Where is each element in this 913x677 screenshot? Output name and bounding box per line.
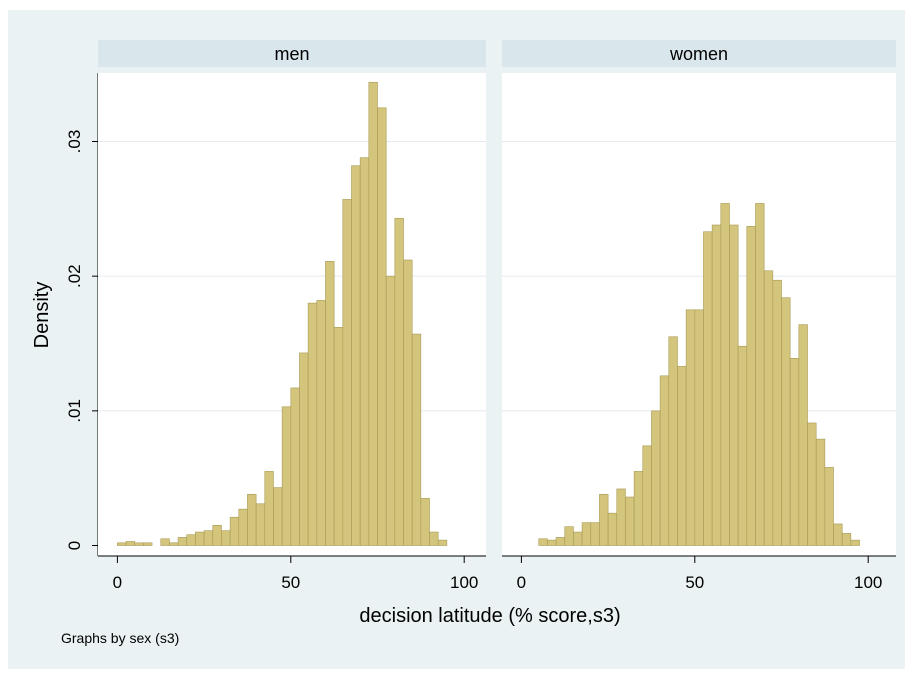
histogram-bar bbox=[125, 541, 136, 546]
histogram-bar bbox=[429, 531, 439, 546]
histogram-bar bbox=[385, 275, 396, 546]
histogram-bar bbox=[273, 487, 283, 546]
histogram-bar bbox=[729, 224, 739, 546]
x-tick-label: 50 bbox=[685, 573, 704, 592]
histogram-bar bbox=[394, 217, 404, 546]
histogram-bar bbox=[420, 498, 430, 546]
histogram-bar bbox=[547, 539, 557, 546]
histogram-bar bbox=[824, 467, 834, 546]
histogram-bar bbox=[694, 309, 704, 546]
histogram-bar bbox=[195, 531, 205, 546]
histogram-bar bbox=[599, 494, 609, 546]
histogram-bar bbox=[134, 542, 144, 546]
histogram-bar bbox=[815, 438, 826, 546]
histogram-bar bbox=[143, 542, 153, 546]
histogram-bar bbox=[850, 539, 860, 546]
histogram-bar bbox=[841, 533, 852, 546]
histogram-bar bbox=[755, 203, 765, 546]
x-axis-title: decision latitude (% score,s3) bbox=[359, 605, 620, 627]
histogram-bar bbox=[538, 538, 548, 546]
histogram-bar bbox=[281, 406, 292, 546]
histogram-bar bbox=[555, 537, 566, 546]
x-tick-label: 100 bbox=[854, 573, 882, 592]
y-tick-label: 0 bbox=[65, 541, 84, 550]
panel-title: women bbox=[669, 44, 728, 64]
chart-svg: 0 .01 .02 .03 Density men 0 50 100 women 0 50 100 dec… bbox=[31, 40, 896, 646]
histogram-bar bbox=[403, 259, 413, 546]
histogram-bar bbox=[247, 494, 257, 546]
histogram-bar bbox=[703, 231, 713, 546]
histogram-bar bbox=[833, 523, 843, 546]
histogram-bar bbox=[616, 488, 626, 546]
histogram-bar bbox=[342, 199, 352, 546]
histogram-bar bbox=[238, 508, 248, 546]
x-tick-label: 50 bbox=[281, 573, 300, 592]
histogram-bar bbox=[437, 539, 448, 546]
histogram-bar bbox=[590, 522, 600, 546]
histogram-bar bbox=[203, 530, 214, 546]
x-tick-label: 0 bbox=[517, 573, 526, 592]
histogram-bar bbox=[720, 203, 730, 546]
histogram-bar bbox=[659, 375, 670, 546]
histogram-bar bbox=[368, 81, 378, 546]
x-tick-label: 0 bbox=[113, 573, 122, 592]
panel-title: men bbox=[274, 44, 309, 64]
histogram-bar bbox=[798, 324, 808, 546]
graphs-by-note: Graphs by sex (s3) bbox=[61, 630, 179, 646]
histogram-bar bbox=[625, 496, 635, 546]
histogram-bar bbox=[333, 327, 344, 546]
histogram-bar bbox=[668, 336, 678, 546]
histogram-bar bbox=[573, 531, 583, 546]
histogram-bar bbox=[169, 542, 179, 546]
histogram-bar bbox=[685, 309, 696, 546]
histogram-bar bbox=[264, 471, 274, 546]
histogram-bar bbox=[351, 165, 361, 546]
histogram-bar bbox=[711, 224, 722, 546]
histogram-bar bbox=[651, 410, 661, 546]
histogram-bar bbox=[307, 302, 318, 546]
histogram-bar bbox=[677, 366, 687, 546]
histogram-bar bbox=[221, 530, 231, 546]
histogram-bar bbox=[807, 422, 817, 546]
histogram-bar bbox=[633, 471, 644, 546]
histogram-bar bbox=[411, 333, 422, 546]
x-tick-label: 100 bbox=[450, 573, 478, 592]
histogram-bar bbox=[772, 279, 782, 546]
histogram-bar bbox=[160, 538, 170, 546]
histogram-bar bbox=[781, 297, 791, 546]
histogram-bar bbox=[789, 358, 800, 546]
histogram-bar bbox=[316, 300, 326, 546]
panel-header bbox=[502, 40, 896, 67]
histogram-bar bbox=[746, 226, 756, 546]
histogram-bar bbox=[290, 387, 300, 546]
y-tick-label: .01 bbox=[65, 399, 84, 423]
histogram-bar bbox=[186, 534, 196, 546]
histogram-bar bbox=[117, 542, 127, 546]
histogram-bar bbox=[642, 445, 652, 546]
histogram-bar bbox=[581, 522, 592, 546]
histogram-bar bbox=[229, 516, 240, 546]
histogram-bar bbox=[564, 526, 574, 546]
histogram-bar bbox=[177, 537, 188, 546]
histogram-bar bbox=[359, 157, 370, 546]
y-tick-label: .02 bbox=[65, 264, 84, 288]
panel-header bbox=[98, 40, 486, 67]
histogram-bar bbox=[377, 107, 387, 546]
y-tick-label: .03 bbox=[65, 130, 84, 154]
histogram-bar bbox=[763, 270, 774, 546]
histogram-bar bbox=[255, 503, 266, 546]
histogram-bar bbox=[299, 352, 309, 546]
y-axis-title: Density bbox=[31, 282, 53, 349]
histogram-bar bbox=[212, 524, 222, 546]
histogram-figure: 0 .01 .02 .03 Density men 0 50 100 women 0 50 100 dec… bbox=[8, 10, 905, 669]
histogram-bar bbox=[737, 345, 748, 546]
histogram-bar bbox=[607, 512, 618, 546]
histogram-bar bbox=[325, 261, 335, 546]
